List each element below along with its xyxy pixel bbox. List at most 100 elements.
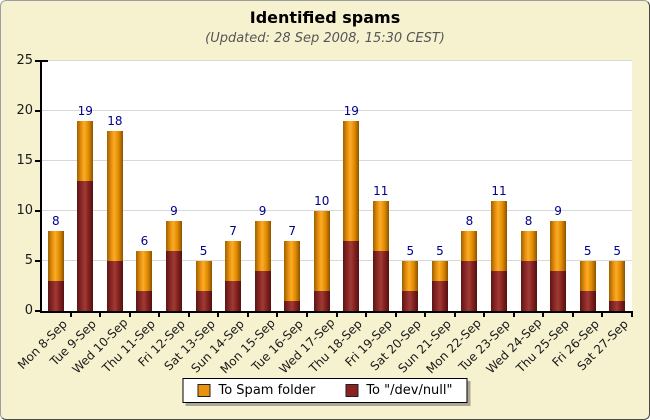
bar-value-label: 19	[77, 104, 93, 118]
y-axis-label: 20	[16, 103, 33, 118]
x-axis-tick	[631, 313, 633, 317]
bar-segment-devnull	[165, 251, 182, 311]
bar-segment-spam-folder	[461, 231, 478, 261]
x-axis-line	[40, 311, 633, 313]
x-axis-tick	[394, 313, 397, 317]
bar-value-label: 18	[107, 114, 123, 128]
x-axis-tick	[305, 313, 308, 317]
bar-value-label: 10	[314, 194, 330, 208]
bar-value-label: 9	[258, 204, 267, 218]
bar-value-label: 5	[199, 244, 208, 258]
bar-segment-devnull	[195, 291, 212, 311]
x-axis-tick	[128, 313, 131, 317]
legend-item-spam-folder: To Spam folder	[197, 383, 315, 398]
legend-item-devnull: To "/dev/null"	[345, 383, 453, 398]
bar-segment-devnull	[520, 261, 537, 311]
bar-segment-spam-folder	[47, 231, 64, 281]
bar-value-label: 8	[51, 214, 60, 228]
x-axis-tick	[365, 313, 368, 317]
bar-value-label: 8	[465, 214, 474, 228]
bar-value-label: 5	[583, 244, 592, 258]
bar-segment-devnull	[402, 291, 419, 311]
bar-segment-spam-folder	[284, 241, 301, 301]
bar-segment-devnull	[550, 271, 567, 311]
bar-segment-devnull	[372, 251, 389, 311]
bar-segment-spam-folder	[431, 261, 448, 281]
bar-segment-spam-folder	[254, 221, 271, 271]
bar-segment-devnull	[579, 291, 596, 311]
y-axis-tick	[35, 310, 41, 312]
legend-label-devnull: To "/dev/null"	[366, 383, 453, 398]
y-axis-label: 10	[16, 203, 33, 218]
bar-segment-devnull	[136, 291, 153, 311]
chart-title: Identified spams	[249, 8, 401, 27]
bar-segment-spam-folder	[402, 261, 419, 291]
bar-segment-devnull	[313, 291, 330, 311]
chart-subtitle: (Updated: 28 Sep 2008, 15:30 CEST)	[205, 31, 445, 46]
bar-segment-spam-folder	[106, 131, 123, 261]
x-axis-tick	[187, 313, 190, 317]
bar-segment-devnull	[431, 281, 448, 311]
bar-value-label: 19	[343, 104, 359, 118]
bar-segment-devnull	[225, 281, 242, 311]
gridline	[42, 60, 632, 61]
legend: To Spam folder To "/dev/null"	[182, 378, 468, 403]
bar-segment-spam-folder	[520, 231, 537, 261]
x-axis-tick	[158, 313, 161, 317]
y-axis-tick	[35, 110, 41, 112]
x-axis-tick	[453, 313, 456, 317]
bar-segment-spam-folder	[343, 121, 360, 241]
spam-folder-swatch-icon	[197, 384, 211, 397]
x-axis-tick	[571, 313, 574, 317]
bar-value-label: 7	[288, 224, 296, 238]
bar-value-label: 6	[140, 234, 149, 248]
bar-value-label: 9	[554, 204, 562, 218]
bar-segment-devnull	[343, 241, 360, 311]
bar-value-label: 5	[613, 244, 622, 258]
x-axis-tick	[246, 313, 249, 317]
x-axis-tick	[601, 313, 604, 317]
bar-segment-devnull	[106, 261, 123, 311]
bar-segment-spam-folder	[550, 221, 567, 271]
y-axis-label: 5	[24, 253, 33, 268]
bar-segment-spam-folder	[136, 251, 153, 291]
bar-segment-spam-folder	[77, 121, 94, 181]
bar-segment-devnull	[609, 301, 626, 311]
gridline	[42, 260, 632, 261]
bar-segment-devnull	[47, 281, 64, 311]
y-axis-tick	[35, 210, 41, 212]
bar-segment-devnull	[77, 181, 94, 311]
bar-segment-spam-folder	[195, 261, 212, 291]
x-axis-tick	[542, 313, 545, 317]
x-axis-tick	[69, 313, 72, 317]
bar-value-label: 11	[373, 184, 389, 198]
bar-segment-devnull	[461, 261, 478, 311]
bar-segment-spam-folder	[225, 241, 242, 281]
y-axis-tick	[35, 260, 41, 262]
gridline	[42, 110, 632, 111]
bar-value-label: 9	[170, 204, 178, 218]
x-axis-tick	[512, 313, 515, 317]
bar-value-label: 5	[406, 244, 415, 258]
legend-label-spam-folder: To Spam folder	[218, 383, 316, 398]
x-axis-tick	[424, 313, 427, 317]
bar-value-label: 11	[491, 184, 507, 198]
bar-segment-devnull	[284, 301, 301, 311]
gridline	[42, 210, 632, 211]
y-axis-label: 15	[16, 153, 33, 168]
x-axis-tick	[217, 313, 220, 317]
y-axis-line	[40, 60, 42, 312]
bar-segment-spam-folder	[609, 261, 626, 301]
bar-value-label: 8	[524, 214, 533, 228]
x-axis-tick	[276, 313, 279, 317]
y-axis-top-cap	[40, 60, 48, 62]
x-axis-tick	[335, 313, 338, 317]
bar-segment-devnull	[491, 271, 508, 311]
bar-segment-spam-folder	[165, 221, 182, 251]
y-axis-label: 0	[24, 303, 33, 318]
gridline	[42, 160, 632, 161]
bar-segment-spam-folder	[491, 201, 508, 271]
bar-segment-spam-folder	[372, 201, 389, 251]
bar-segment-spam-folder	[579, 261, 596, 291]
